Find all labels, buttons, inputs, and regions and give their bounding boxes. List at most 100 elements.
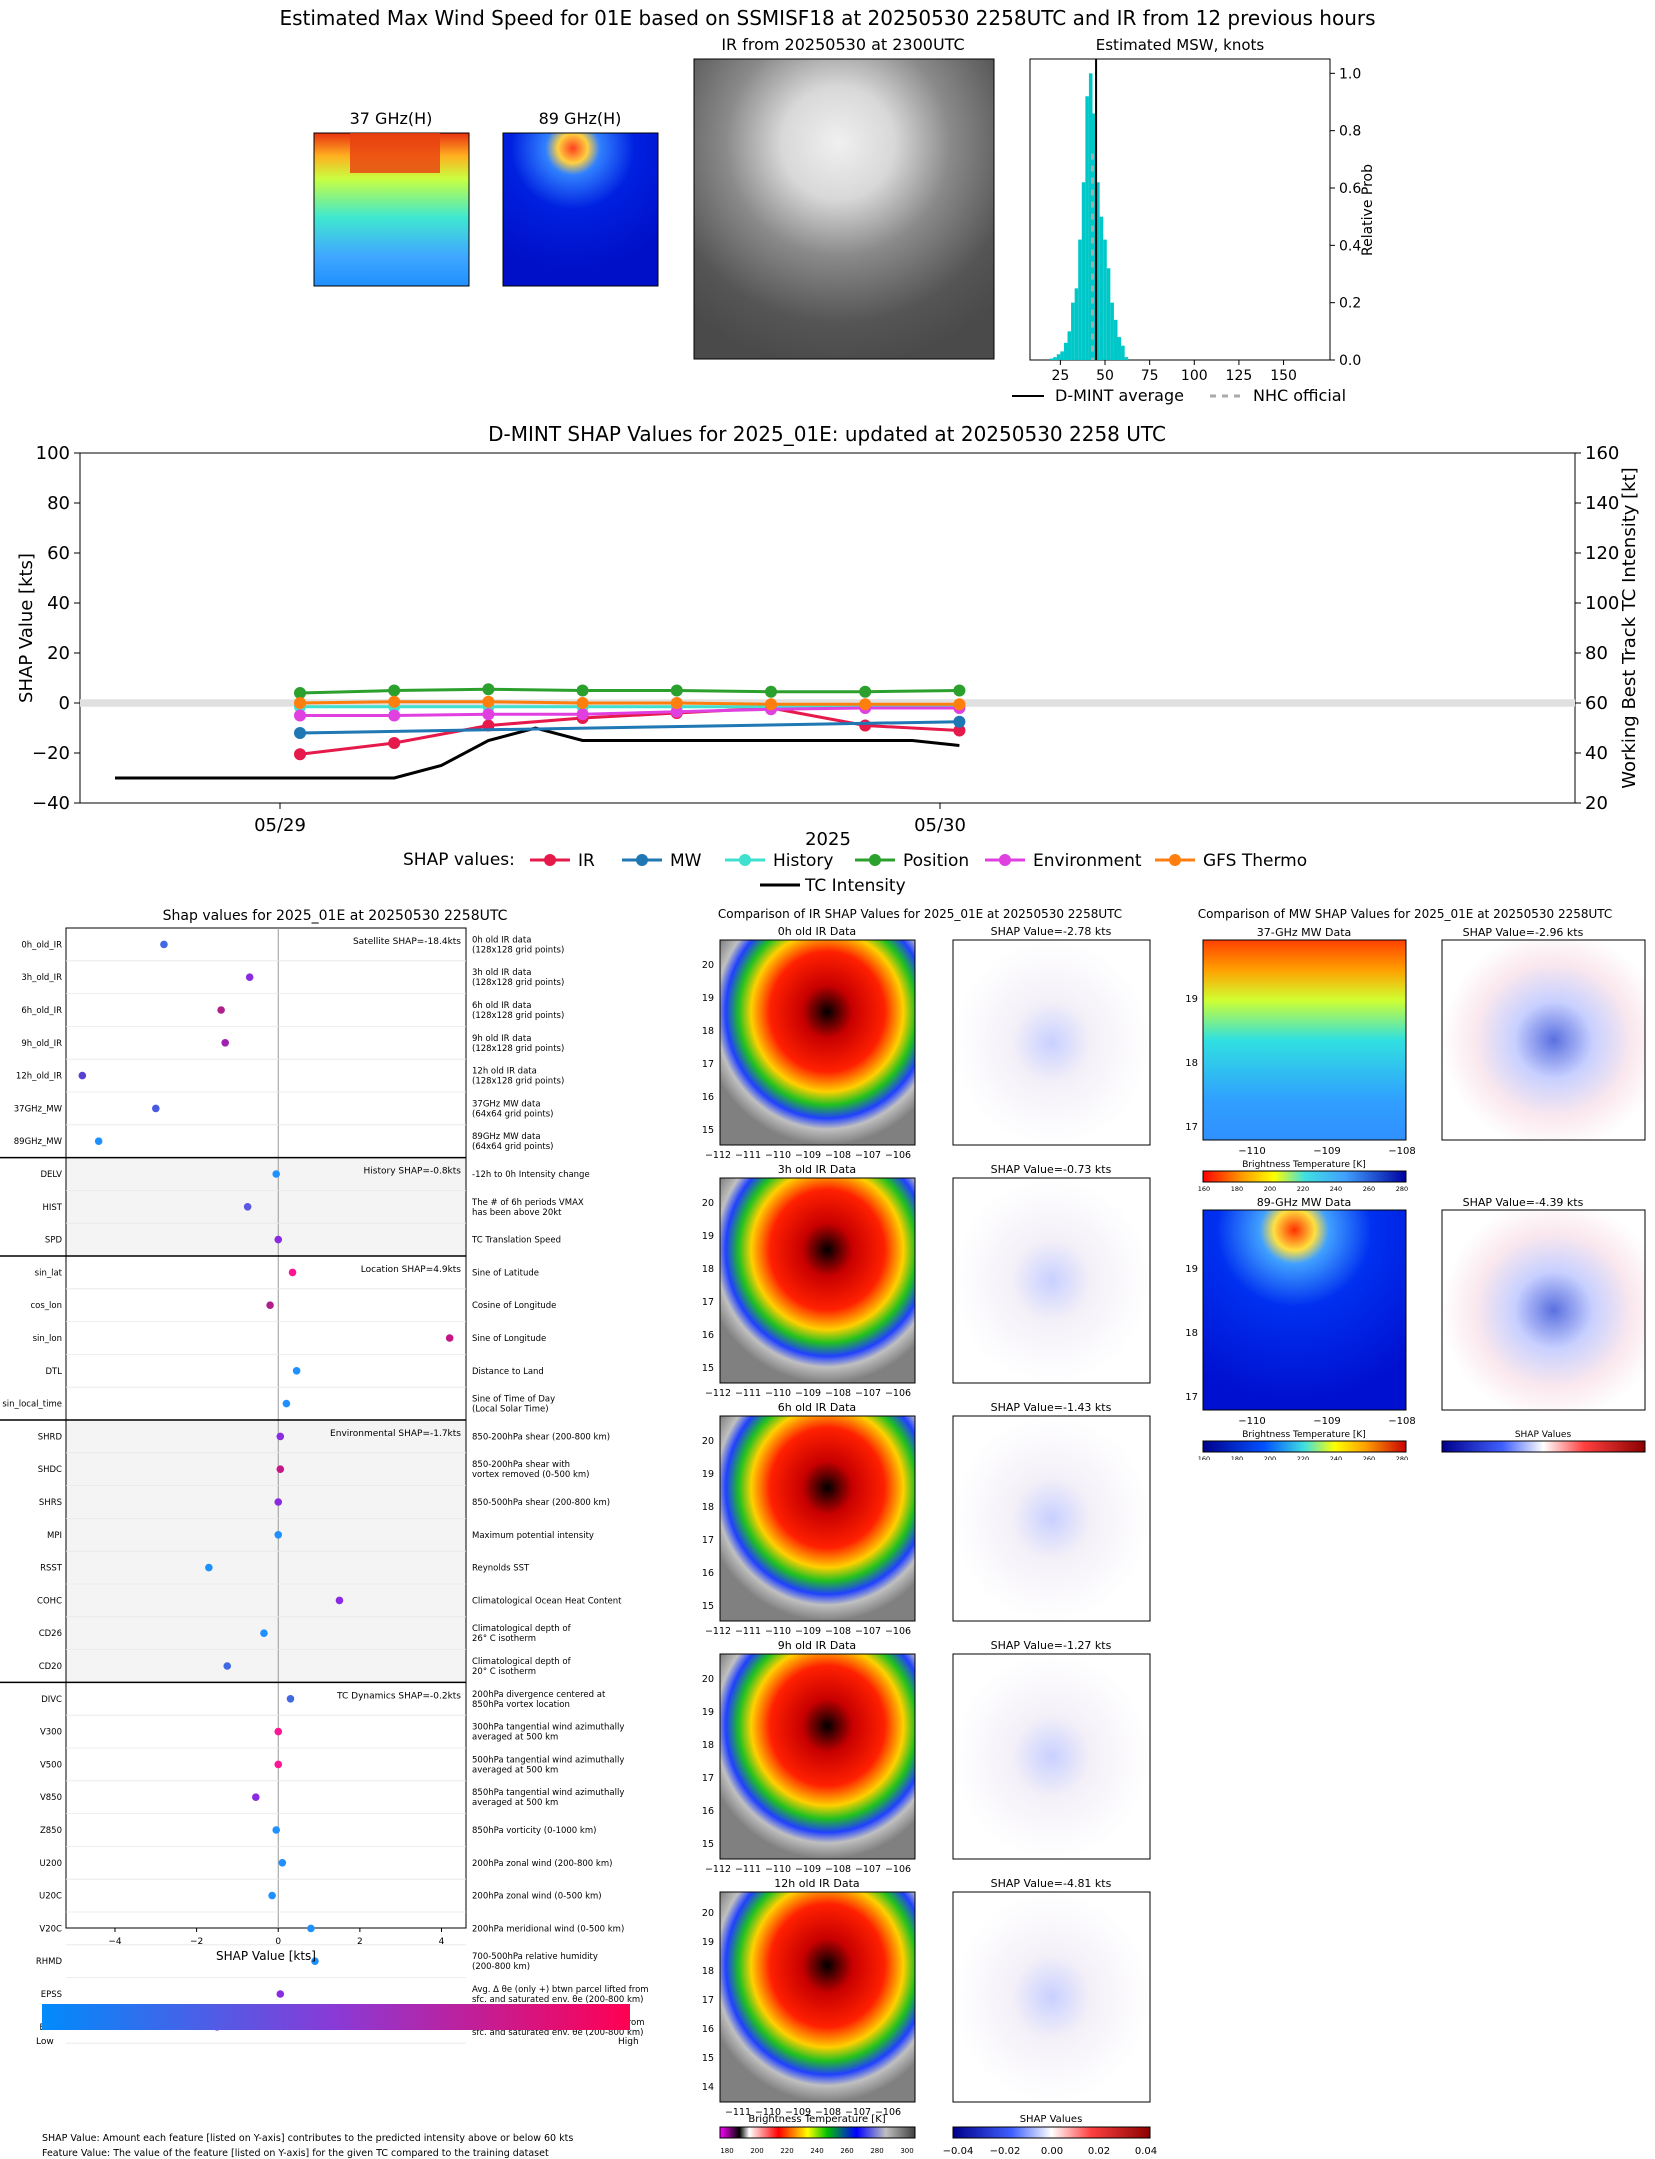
mw-cbar-tick: 280 [1396, 1185, 1408, 1193]
mw89-image [502, 132, 659, 287]
hist-x-tick-label: 25 [1051, 368, 1069, 384]
ts-legend-item: MW [670, 851, 702, 871]
ir-panel-title: 9h old IR Data [778, 1639, 856, 1652]
bee-footnote-1: SHAP Value: Amount each feature [listed … [42, 2133, 574, 2144]
bee-feature-name: 0h_old_IR [21, 940, 62, 950]
ts-point-gfs-thermo [482, 695, 495, 708]
ts-y2-tick-label: 100 [1585, 593, 1619, 614]
bee-feature-desc: Reynolds SST [472, 1564, 530, 1574]
ir-x-tick-label: −111 [725, 2107, 751, 2118]
ts-point-position [765, 685, 777, 698]
ir-panel-image [719, 1177, 916, 1384]
bee-feature-desc: (200-800 km) [472, 1962, 530, 1972]
ir-panel-title: 12h old IR Data [774, 1877, 859, 1890]
mw89-title: 89 GHz(H) [539, 109, 622, 128]
bee-feature-desc: Climatological depth of [472, 1657, 572, 1667]
ts-y2-tick-label: 20 [1585, 793, 1608, 814]
hist-bar [1053, 357, 1057, 360]
ts-point-ir [953, 724, 966, 737]
hist-y-tick-label: 1.0 [1339, 66, 1361, 82]
ir-shap-cbar-tick: −0.02 [990, 2146, 1021, 2157]
ir-comparison-figure: Comparison of IR SHAP Values for 2025_01… [702, 907, 1157, 2157]
bee-feature-name: COHC [37, 1596, 62, 1606]
ts-legend-marker [739, 854, 751, 866]
mw-x-tick-label: −109 [1313, 1146, 1340, 1157]
ir-y-tick-label: 15 [702, 1125, 714, 1136]
bee-group-label: TC Dynamics SHAP=-0.2kts [336, 1691, 461, 1701]
ts-y-tick-label: 20 [47, 643, 70, 664]
bee-feature-name: U20C [39, 1892, 62, 1902]
mw-cbar-tick: 280 [1396, 1455, 1408, 1460]
ts-point-environment [388, 709, 401, 722]
ts-point-position [388, 684, 401, 697]
bee-feature-desc: 850-200hPa shear with [472, 1460, 570, 1470]
ts-legend-item: GFS Thermo [1203, 851, 1307, 871]
bee-feature-desc: Climatological depth of [472, 1624, 572, 1634]
bee-feature-desc: 37GHz MW data [472, 1099, 541, 1109]
bee-group-label: Satellite SHAP=-18.4kts [353, 937, 461, 947]
hist-y-ticks: 0.0 0.2 0.4 0.6 0.8 1.0 [1330, 66, 1361, 369]
bee-point [445, 1334, 454, 1342]
mw-shap-panel-title: SHAP Value=-4.39 kts [1463, 1196, 1584, 1209]
bee-point [151, 1104, 160, 1113]
bee-feature-name: DTL [46, 1367, 63, 1377]
bee-feature-desc: 20° C isotherm [472, 1667, 536, 1677]
ir-x-tick-label: −108 [825, 1388, 851, 1399]
ir-y-tick-label: 15 [702, 1363, 714, 1374]
bee-feature-desc: has been above 20kt [472, 1208, 562, 1218]
ir-y-tick-label: 19 [702, 1937, 714, 1948]
hist-bar [1067, 331, 1072, 360]
bee-feature-desc: 200hPa meridional wind (0-500 km) [472, 1924, 624, 1934]
bee-feature-desc: (64x64 grid points) [472, 1142, 553, 1152]
bee-point [266, 1301, 274, 1309]
ts-point-ir [388, 737, 401, 749]
bee-point [251, 1793, 260, 1801]
ir-y-tick-label: 18 [702, 1026, 714, 1037]
bee-x-tick-label: 2 [357, 1937, 363, 1947]
bee-feature-name: HIST [43, 1203, 63, 1213]
bee-feature-desc: Maximum potential intensity [472, 1531, 594, 1541]
mw-comparison-figure: Comparison of MW SHAP Values for 2025_01… [1185, 907, 1646, 1460]
mw-cbar-tick: 260 [1363, 1185, 1375, 1193]
bee-feature-desc: (128x128 grid points) [472, 978, 564, 988]
ir-y-tick-label: 18 [702, 1740, 714, 1751]
bee-title: Shap values for 2025_01E at 20250530 225… [163, 908, 508, 924]
bee-feature-name: MPI [47, 1531, 62, 1541]
ts-legend-item: Environment [1033, 851, 1142, 871]
ts-line-position [299, 687, 960, 695]
bee-feature-desc: Sine of Longitude [472, 1334, 546, 1344]
ts-point-gfs-thermo [294, 697, 306, 709]
shap-panel-title: SHAP Value=-2.78 kts [991, 925, 1112, 938]
bee-x-ticks: −4 −2 0 2 4 [108, 1928, 445, 1947]
hist-x-tick-label: 100 [1181, 368, 1208, 384]
bee-cbar-high: High [618, 2037, 639, 2047]
bee-x-tick-label: −2 [190, 1937, 203, 1947]
ir-cbar-tick: 240 [810, 2147, 823, 2155]
hist-bar [1085, 96, 1089, 361]
bee-feature-desc: -12h to 0h Intensity change [472, 1170, 590, 1180]
ir-shap-cbar-label: SHAP Values [1020, 2114, 1083, 2125]
bee-point [274, 1531, 283, 1539]
bee-feature-desc: averaged at 500 km [472, 1733, 558, 1743]
bee-feature-name: SHRS [39, 1498, 62, 1508]
hist-bar [1078, 239, 1082, 360]
shap-panel-image [952, 1415, 1151, 1622]
ir-panel-image [719, 1653, 916, 1860]
bee-point [311, 1957, 319, 1965]
ir-y-tick-label: 15 [702, 2053, 714, 2064]
bee-feature-name: sin_local_time [2, 1400, 62, 1410]
hist-bar [1117, 337, 1122, 360]
ir-y-tick-label: 19 [702, 1707, 714, 1718]
bee-feature-desc: 12h old IR data [472, 1067, 537, 1077]
mw-cbar [1202, 1170, 1407, 1183]
ir-cbar [719, 2126, 916, 2139]
ir-y-tick-label: 16 [702, 2024, 714, 2035]
bee-point [245, 973, 254, 981]
bee-point [272, 1826, 281, 1834]
hist-bars [1049, 73, 1129, 361]
ir-y-tick-label: 15 [702, 1839, 714, 1850]
ts-legend-marker [1169, 854, 1181, 866]
ts-x-tick-label: 05/30 [914, 815, 966, 836]
ts-line-gfs-thermo [299, 700, 960, 706]
ts-point-gfs-thermo [576, 697, 589, 709]
